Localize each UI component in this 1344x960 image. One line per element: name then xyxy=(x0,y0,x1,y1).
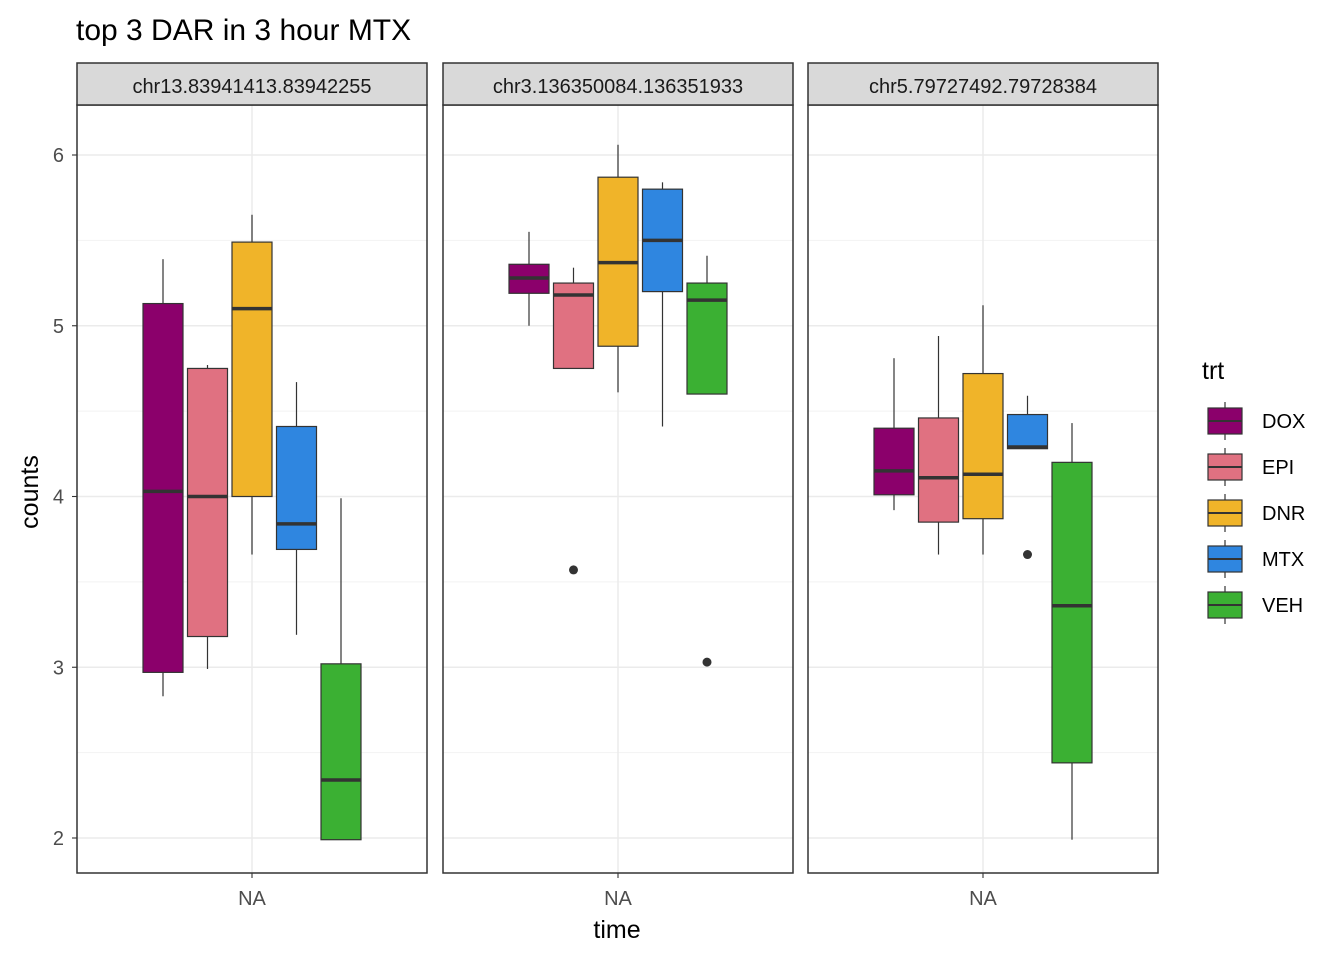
facet-strip-label: chr3.136350084.136351933 xyxy=(493,76,743,98)
box-dnr xyxy=(231,214,273,555)
x-tick-label: NA xyxy=(238,888,266,910)
box-epi xyxy=(552,267,595,575)
box-body xyxy=(275,425,318,551)
box-body xyxy=(873,427,915,496)
y-tick-label: 6 xyxy=(53,145,64,167)
facet-panels: chr13.83941413.83942255NAchr3.136350084.… xyxy=(76,62,1159,910)
x-tick-label: NA xyxy=(969,888,997,910)
box-epi xyxy=(186,365,229,669)
box-dnr xyxy=(597,144,639,393)
y-axis: 2 3 4 5 6 xyxy=(53,145,77,850)
facet-strip xyxy=(442,62,794,106)
outlier-point xyxy=(1023,550,1032,560)
legend-title: trt xyxy=(1202,357,1224,385)
box-body xyxy=(1006,413,1049,450)
box-epi xyxy=(917,335,960,555)
x-tick-label: NA xyxy=(604,888,632,910)
box-dox xyxy=(142,259,184,697)
facet-strip xyxy=(76,62,428,106)
x-axis-title: time xyxy=(593,916,640,944)
box-veh xyxy=(1051,423,1093,840)
legend-label: DNR xyxy=(1262,503,1305,525)
box-body xyxy=(917,417,960,523)
legend-label: VEH xyxy=(1262,595,1303,617)
facet-panel: chr13.83941413.83942255 NA xyxy=(76,62,428,910)
facet-strip xyxy=(807,62,1159,106)
facet-strip-label: chr5.79727492.79728384 xyxy=(869,76,1097,98)
box-body xyxy=(320,663,362,841)
legend-label: EPI xyxy=(1262,457,1294,479)
box-body xyxy=(142,302,184,673)
y-tick-label: 4 xyxy=(53,487,64,509)
box-dnr xyxy=(962,305,1004,555)
legend-item-veh: VEH xyxy=(1207,586,1303,624)
legend-item-dox: DOX xyxy=(1207,402,1305,440)
outlier-point xyxy=(569,565,578,575)
box-mtx xyxy=(641,182,684,427)
box-body xyxy=(186,367,229,638)
outlier-point xyxy=(702,657,712,667)
box-body xyxy=(962,372,1004,520)
box-body xyxy=(231,241,273,498)
y-tick-label: 3 xyxy=(53,657,64,679)
y-tick-label: 5 xyxy=(53,316,64,338)
facet-panel: chr5.79727492.79728384 NA xyxy=(807,62,1159,910)
box-dox xyxy=(508,231,550,326)
box-body xyxy=(1051,461,1093,764)
legend: trt DOX EPI DNR MTX VEH xyxy=(1202,357,1305,624)
box-dox xyxy=(873,358,915,511)
legend-item-dnr: DNR xyxy=(1207,494,1305,532)
facet-panel: chr3.136350084.136351933 NA xyxy=(442,62,794,910)
box-veh xyxy=(320,498,362,841)
box-body xyxy=(552,282,595,370)
legend-label: MTX xyxy=(1262,549,1304,571)
facet-strip-label: chr13.83941413.83942255 xyxy=(132,76,371,98)
legend-label: DOX xyxy=(1262,411,1305,433)
box-mtx xyxy=(275,382,318,635)
chart-title: top 3 DAR in 3 hour MTX xyxy=(76,14,411,47)
legend-item-epi: EPI xyxy=(1207,448,1294,486)
y-tick-label: 2 xyxy=(53,828,64,850)
y-axis-title: counts xyxy=(16,455,44,529)
box-mtx xyxy=(1006,395,1049,560)
box-veh xyxy=(686,255,728,667)
legend-item-mtx: MTX xyxy=(1207,540,1304,578)
